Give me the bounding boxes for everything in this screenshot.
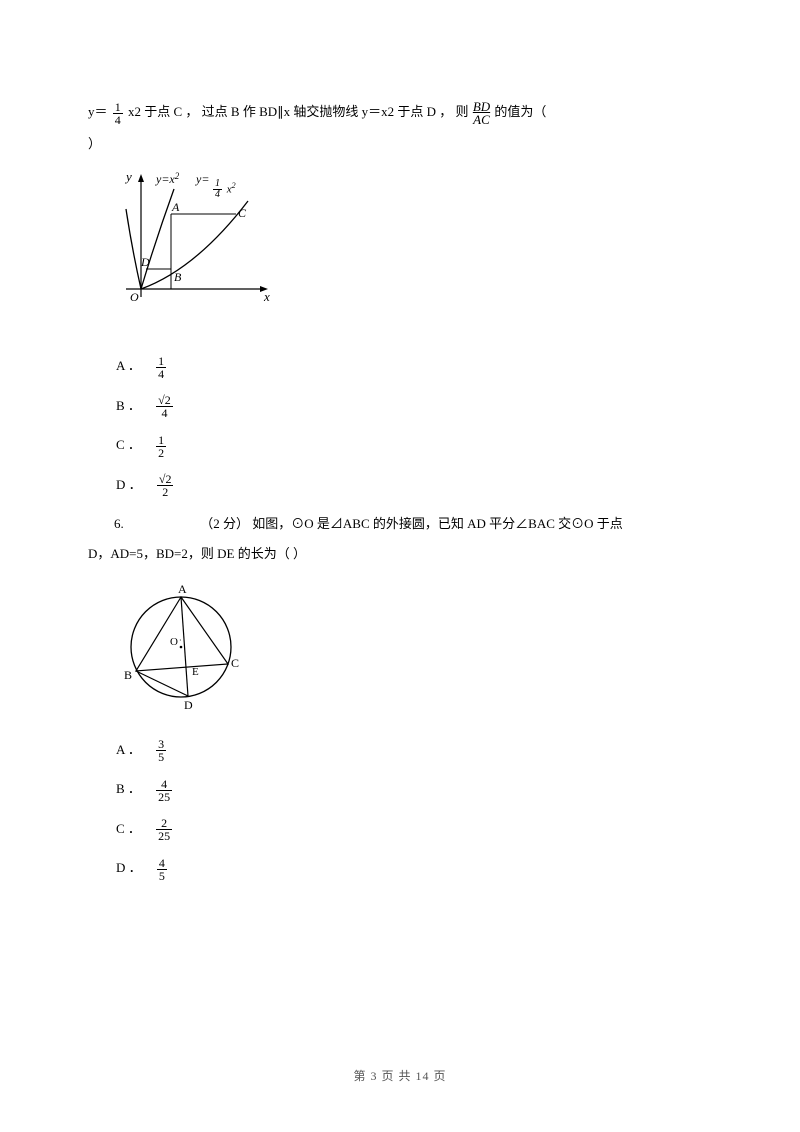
q5-opt-c-frac: 1 2 xyxy=(156,434,166,459)
q6-pts: （2 分） xyxy=(200,516,249,531)
page-footer: 第 3 页 共 14 页 xyxy=(0,1066,800,1088)
q6-num: 6. xyxy=(114,516,124,531)
q5-option-a: A ． 1 4 xyxy=(116,354,712,380)
q6-line2: D，AD=5，BD=2，则 DE 的长为（ ） xyxy=(88,542,712,565)
svg-text:y=x2: y=x2 xyxy=(155,171,180,186)
svg-text:O: O xyxy=(130,290,139,304)
q6-line1: 6. （2 分） 如图，⊙O 是⊿ABC 的外接圆，已知 AD 平分∠BAC 交… xyxy=(88,512,712,535)
svg-text:C: C xyxy=(231,656,239,670)
q5-option-c: C ． 1 2 xyxy=(116,433,712,459)
q6-opt-d-frac: 4 5 xyxy=(157,857,167,882)
q6-option-a: A ． 3 5 xyxy=(116,738,712,764)
q5-opt-a-frac: 1 4 xyxy=(156,355,166,380)
q5-line1: y＝ 1 4 x2 于点 C ， 过点 B 作 BD∥x 轴交抛物线 y＝x2 … xyxy=(88,100,712,126)
svg-text:x: x xyxy=(263,289,270,304)
q6-circle-svg: A B C D E O· xyxy=(116,579,256,714)
q5-ratio-bd-ac: BD AC xyxy=(472,100,491,126)
q5-option-d: D ． √2 2 xyxy=(116,473,712,499)
q5-opt-b-frac: √2 4 xyxy=(156,394,173,419)
q5-text-c: 的值为（ xyxy=(494,104,546,119)
svg-text:D: D xyxy=(184,698,193,712)
q6-option-d: D ． 4 5 xyxy=(116,856,712,882)
svg-text:D: D xyxy=(140,255,150,269)
q6-text1: 如图，⊙O 是⊿ABC 的外接圆，已知 AD 平分∠BAC 交⊙O 于点 xyxy=(252,516,623,531)
svg-text:A: A xyxy=(171,200,180,214)
svg-text:B: B xyxy=(174,270,182,284)
q6-opt-c-frac: 2 25 xyxy=(156,817,172,842)
svg-text:y=: y= xyxy=(195,172,209,186)
page-content: y＝ 1 4 x2 于点 C ， 过点 B 作 BD∥x 轴交抛物线 y＝x2 … xyxy=(0,0,800,936)
q6-option-b: B ． 4 25 xyxy=(116,777,712,803)
q6-opt-a-frac: 3 5 xyxy=(156,738,166,763)
svg-text:C: C xyxy=(238,206,247,220)
q5-frac-1-4: 1 4 xyxy=(113,101,123,126)
svg-text:O·: O· xyxy=(170,636,182,648)
q5-text-a: y＝ xyxy=(88,104,108,119)
q6-opt-b-frac: 4 25 xyxy=(156,778,172,803)
svg-text:B: B xyxy=(124,668,132,682)
q5-text-b: x2 于点 C ， 过点 B 作 BD∥x 轴交抛物线 y＝x2 于点 D ， … xyxy=(128,104,472,119)
svg-text:A: A xyxy=(178,582,187,596)
q5-line2: ） xyxy=(88,132,712,155)
q5-option-b: B ． √2 4 xyxy=(116,394,712,420)
q5-opt-d-frac: √2 2 xyxy=(157,473,174,498)
svg-text:y: y xyxy=(124,169,132,184)
q6-option-c: C ． 2 25 xyxy=(116,817,712,843)
q5-figure: y y=x2 y= x O A C D B 1 4 x2 xyxy=(116,169,712,338)
q5-curve2-frac: 1 4 x2 xyxy=(211,179,251,201)
svg-text:E: E xyxy=(192,666,199,678)
q6-figure: A B C D E O· xyxy=(116,579,712,721)
